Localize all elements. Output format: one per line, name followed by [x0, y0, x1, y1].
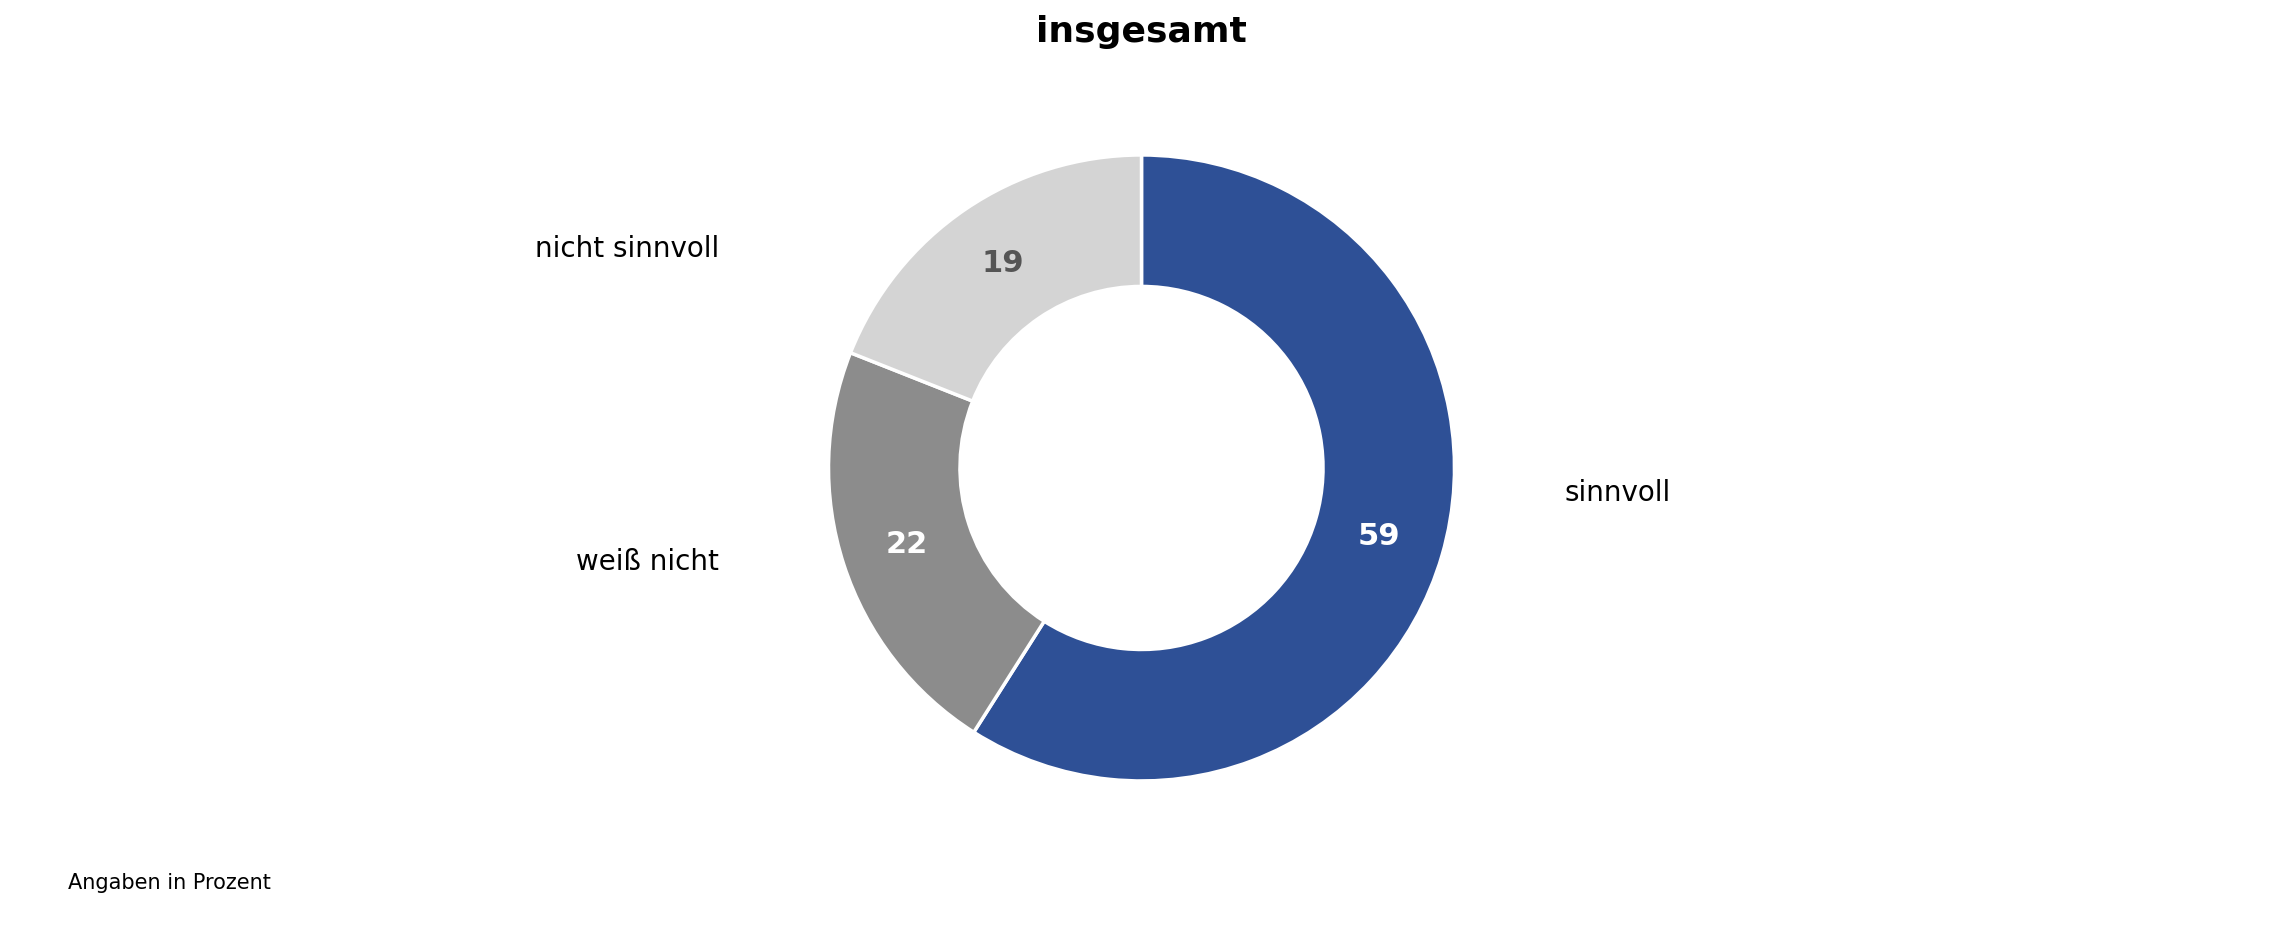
Text: Angaben in Prozent: Angaben in Prozent [68, 872, 272, 893]
Wedge shape [975, 155, 1454, 781]
Text: sinnvoll: sinnvoll [1564, 479, 1671, 507]
Text: 19: 19 [982, 249, 1023, 278]
Wedge shape [852, 155, 1142, 401]
Wedge shape [829, 352, 1043, 732]
Title: insgesamt: insgesamt [1036, 15, 1247, 49]
Text: weiß nicht: weiß nicht [575, 548, 719, 576]
Text: 22: 22 [886, 530, 927, 559]
Text: 59: 59 [1358, 523, 1399, 551]
Text: nicht sinnvoll: nicht sinnvoll [534, 235, 719, 263]
